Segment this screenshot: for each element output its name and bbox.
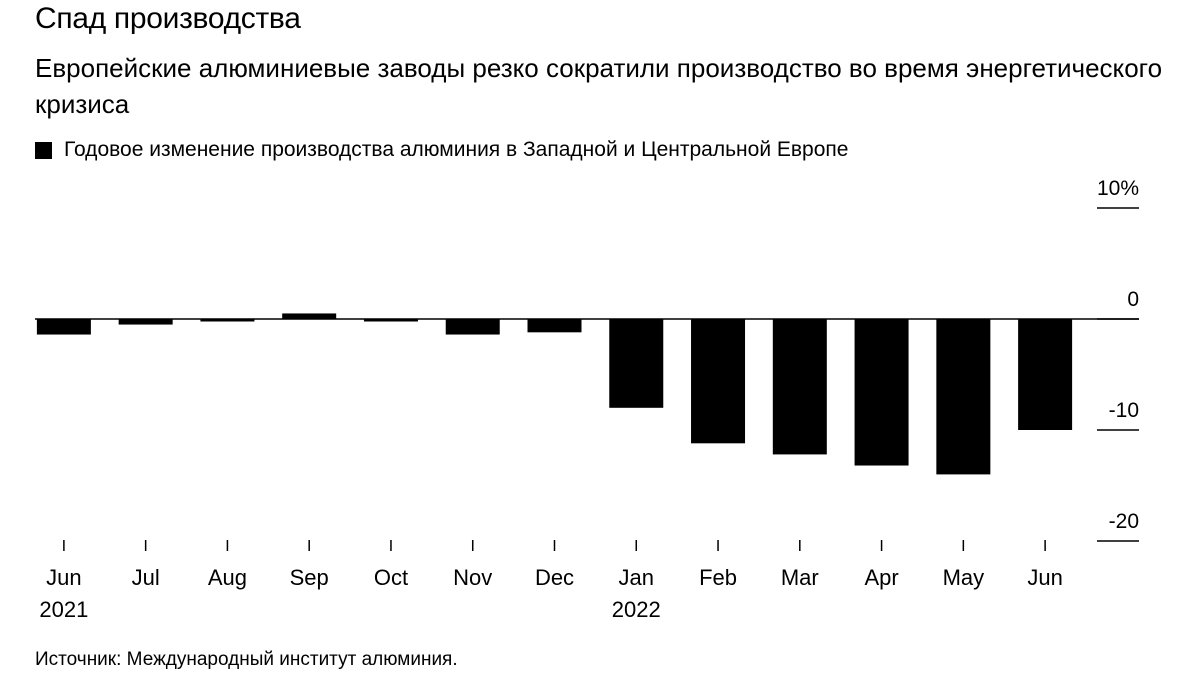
x-tick-label: Apr bbox=[864, 565, 898, 590]
legend: Годовое изменение производства алюминия … bbox=[35, 138, 848, 162]
bar bbox=[527, 319, 582, 333]
bar bbox=[200, 319, 255, 322]
bar bbox=[36, 319, 91, 335]
bar bbox=[445, 319, 500, 335]
bar bbox=[363, 319, 418, 322]
y-tick-label: -20 bbox=[1109, 510, 1139, 533]
x-tick-label: Sep bbox=[290, 565, 329, 590]
x-tick-label: Mar bbox=[781, 565, 819, 590]
bar bbox=[609, 319, 664, 408]
x-tick-label: Jun bbox=[1027, 565, 1062, 590]
bar bbox=[691, 319, 746, 444]
x-tick-label: Nov bbox=[453, 565, 492, 590]
chart-subtitle: Европейские алюминиевые заводы резко сок… bbox=[35, 53, 1163, 119]
x-year-label: 2022 bbox=[612, 597, 661, 622]
bar bbox=[854, 319, 909, 466]
y-tick-label: -10 bbox=[1109, 399, 1139, 422]
bar bbox=[936, 319, 991, 475]
x-tick-label: Dec bbox=[535, 565, 574, 590]
chart-title: Спад производства bbox=[35, 2, 301, 35]
legend-label: Годовое изменение производства алюминия … bbox=[64, 138, 849, 161]
y-tick-label: 0 bbox=[1127, 288, 1139, 311]
x-tick-label: Jul bbox=[132, 565, 160, 590]
x-tick-label: Jun bbox=[46, 565, 81, 590]
x-tick-label: Aug bbox=[208, 565, 247, 590]
bar bbox=[1018, 319, 1073, 430]
source-note: Источник: Международный институт алюмини… bbox=[35, 649, 458, 670]
x-tick-label: Jan bbox=[619, 565, 654, 590]
x-tick-label: May bbox=[943, 565, 985, 590]
legend-swatch bbox=[35, 141, 52, 159]
y-tick-label: 10% bbox=[1097, 177, 1139, 200]
x-tick-label: Feb bbox=[699, 565, 737, 590]
bar bbox=[772, 319, 827, 455]
x-tick-label: Oct bbox=[374, 565, 408, 590]
bar bbox=[118, 319, 173, 325]
x-year-label: 2021 bbox=[39, 597, 88, 622]
bar bbox=[282, 313, 337, 319]
